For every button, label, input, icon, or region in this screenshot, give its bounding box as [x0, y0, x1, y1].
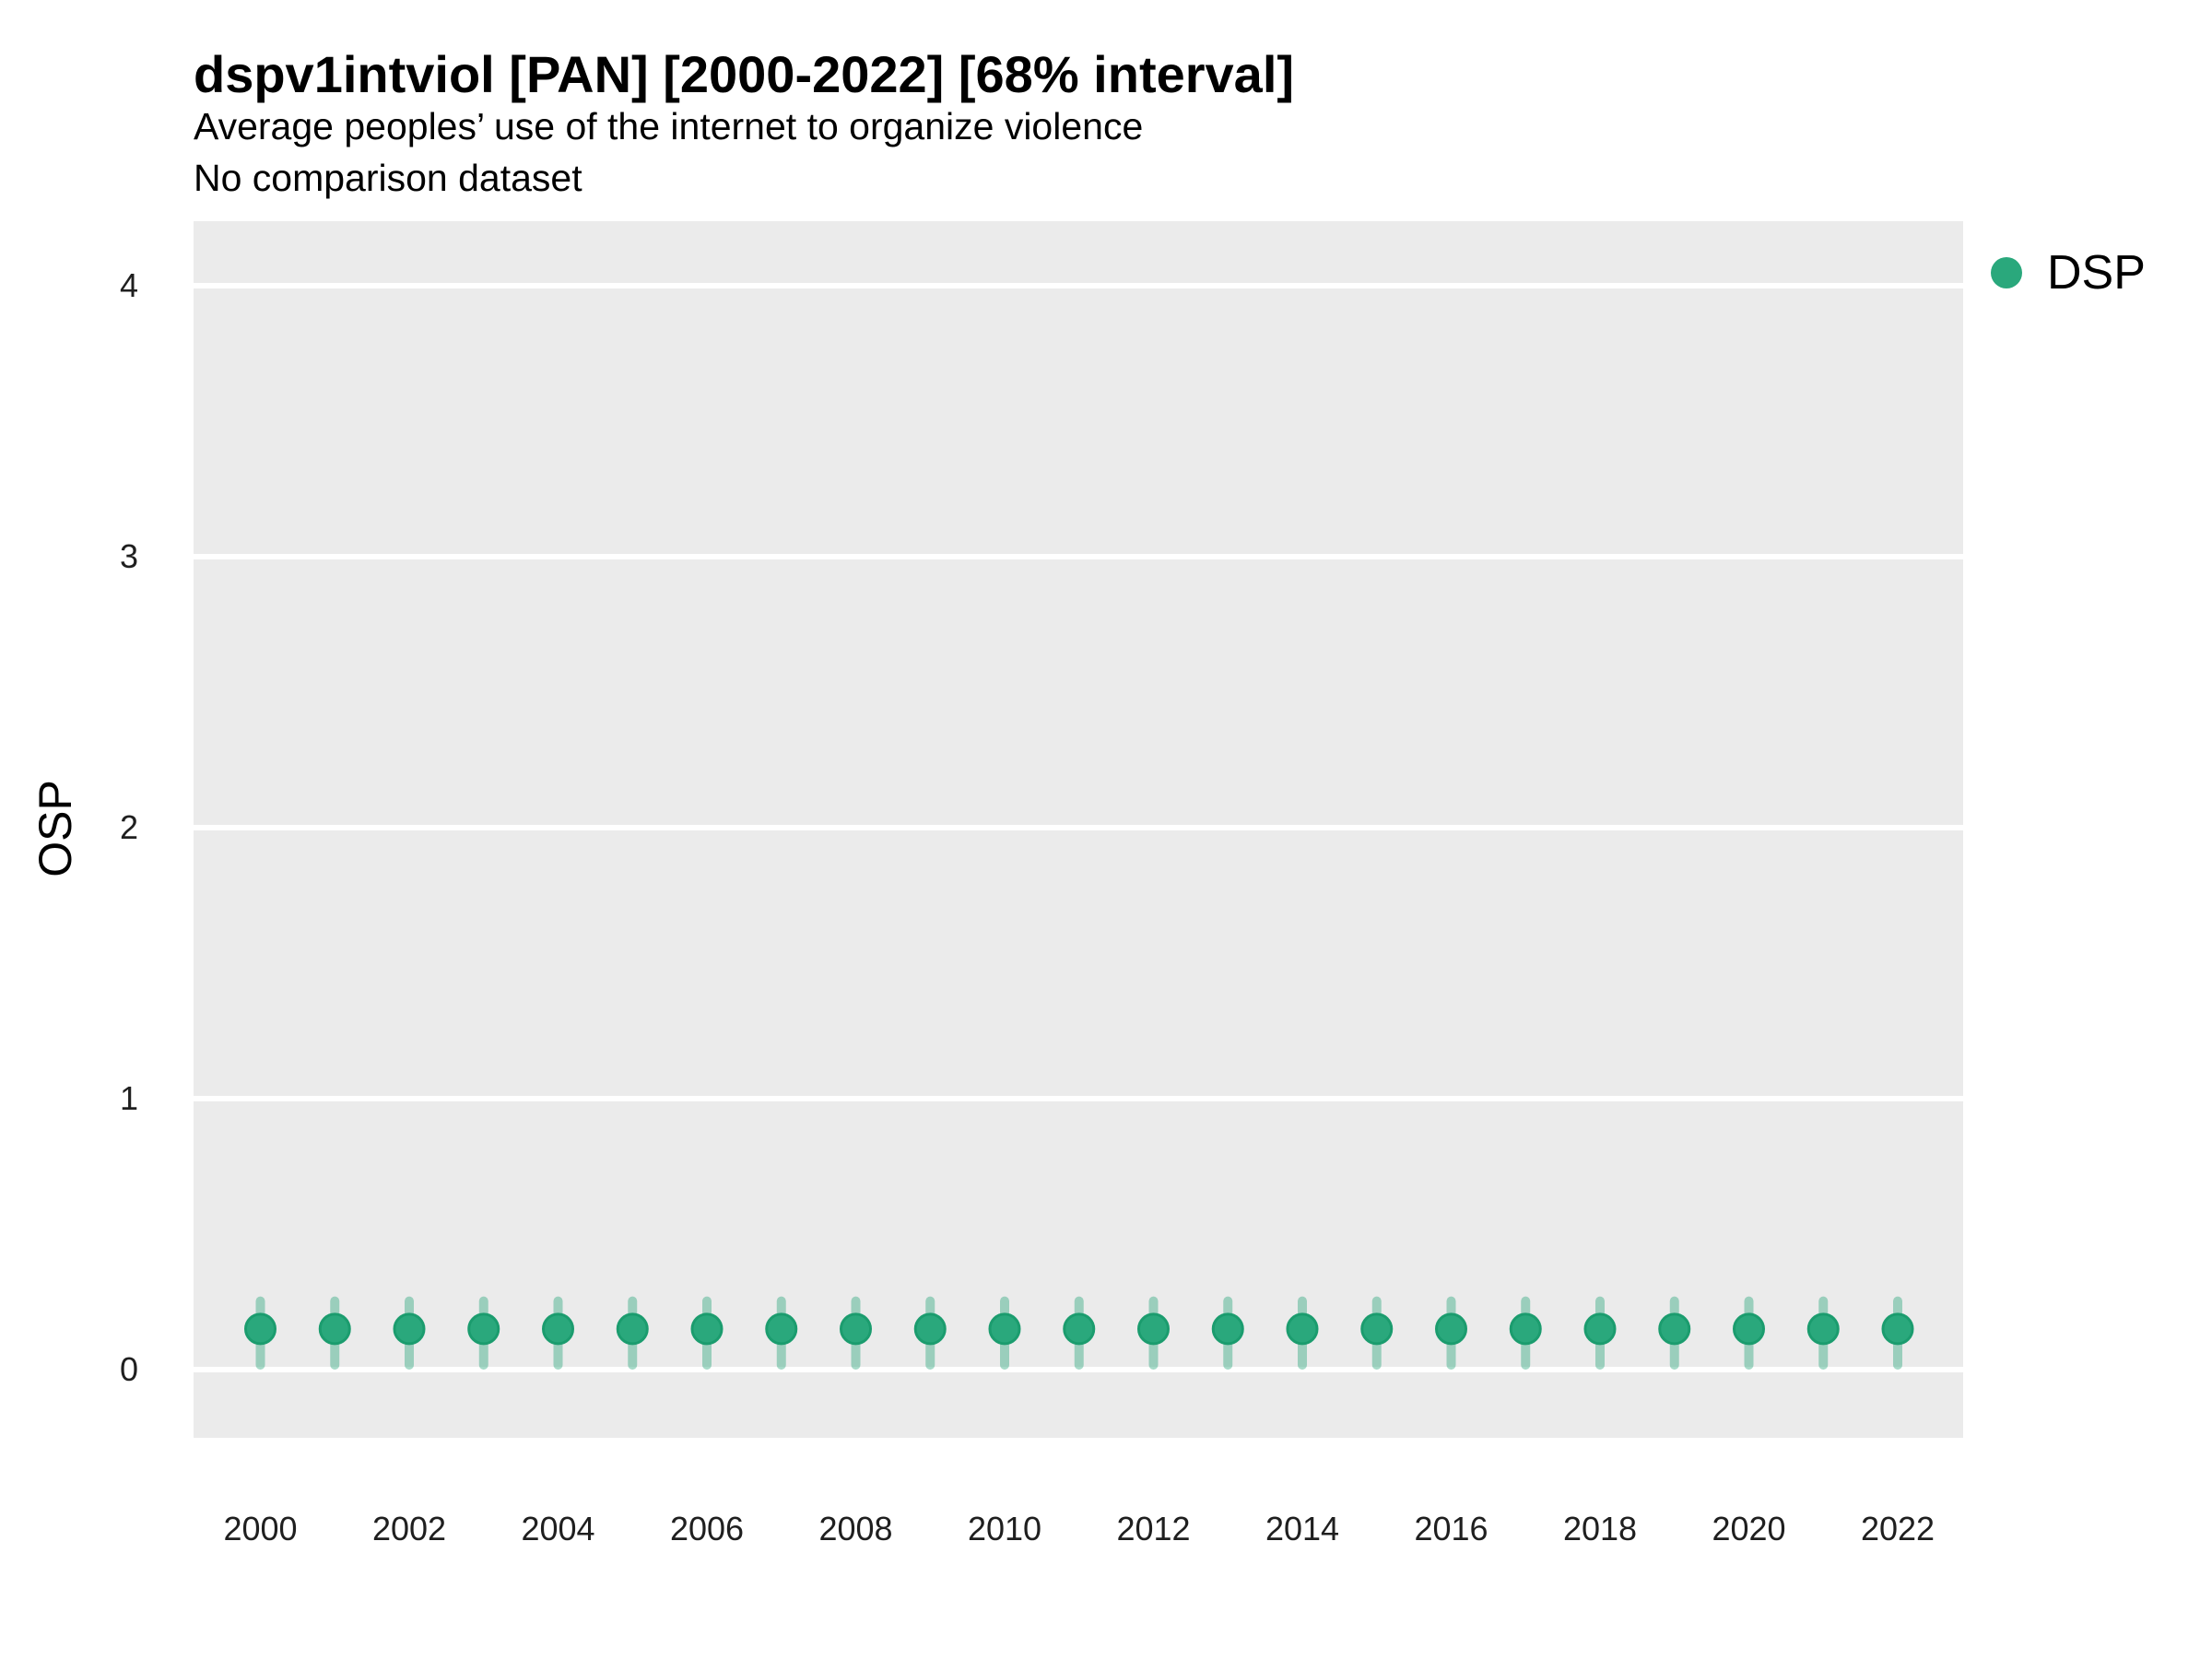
data-point-2012 — [1137, 1312, 1170, 1346]
y-tick-label-3: 3 — [119, 537, 138, 575]
x-tick-label-2014: 2014 — [1265, 1510, 1340, 1547]
x-tick-label-2020: 2020 — [1712, 1510, 1786, 1547]
data-point-2017 — [1509, 1312, 1542, 1346]
x-tick-label-2010: 2010 — [967, 1510, 1042, 1547]
data-point-2020 — [1733, 1312, 1765, 1346]
y-tick-label-2: 2 — [119, 808, 138, 846]
legend-dsp-label: DSP — [2047, 246, 2146, 300]
data-point-2003 — [467, 1312, 500, 1346]
x-tick-label-2006: 2006 — [669, 1510, 745, 1547]
x-tick-label-2004: 2004 — [521, 1510, 595, 1547]
data-point-2001 — [318, 1312, 351, 1346]
x-tick-label-2022: 2022 — [1860, 1510, 1936, 1547]
data-point-2014 — [1286, 1312, 1319, 1346]
y-tick-label-1: 1 — [119, 1079, 138, 1117]
chart-title: dspv1intviol [PAN] [2000-2022] [68% inte… — [194, 45, 1295, 103]
data-point-2007 — [765, 1312, 798, 1346]
data-point-2006 — [690, 1312, 724, 1346]
y-tick-label-0: 0 — [119, 1350, 138, 1388]
data-point-2002 — [393, 1312, 426, 1346]
chart-note-no-comparison: No comparison dataset — [194, 157, 582, 199]
x-tick-label-2008: 2008 — [818, 1510, 893, 1547]
data-point-2000 — [244, 1312, 276, 1346]
data-point-2015 — [1360, 1312, 1394, 1346]
data-point-2013 — [1211, 1312, 1244, 1346]
data-point-2005 — [616, 1312, 649, 1346]
data-point-2019 — [1658, 1312, 1691, 1346]
data-point-2018 — [1583, 1312, 1617, 1346]
x-tick-label-2012: 2012 — [1116, 1510, 1191, 1547]
data-point-2011 — [1063, 1312, 1096, 1346]
data-point-2016 — [1435, 1312, 1467, 1346]
y-tick-label-4: 4 — [119, 266, 138, 304]
legend: DSP — [1991, 245, 2146, 300]
legend-dsp-swatch-icon — [1991, 257, 2022, 288]
data-point-2021 — [1806, 1312, 1840, 1346]
x-tick-label-2002: 2002 — [371, 1510, 447, 1547]
x-tick-label-2016: 2016 — [1414, 1510, 1488, 1547]
chart-subtitle: Average peoples’ use of the internet to … — [194, 105, 1144, 147]
data-point-2009 — [913, 1312, 947, 1346]
x-tick-label-2000: 2000 — [223, 1510, 298, 1547]
data-point-2008 — [840, 1312, 872, 1346]
data-point-2022 — [1881, 1312, 1914, 1346]
x-tick-label-2018: 2018 — [1562, 1510, 1638, 1547]
data-point-2004 — [542, 1312, 574, 1346]
data-point-2010 — [988, 1312, 1021, 1346]
